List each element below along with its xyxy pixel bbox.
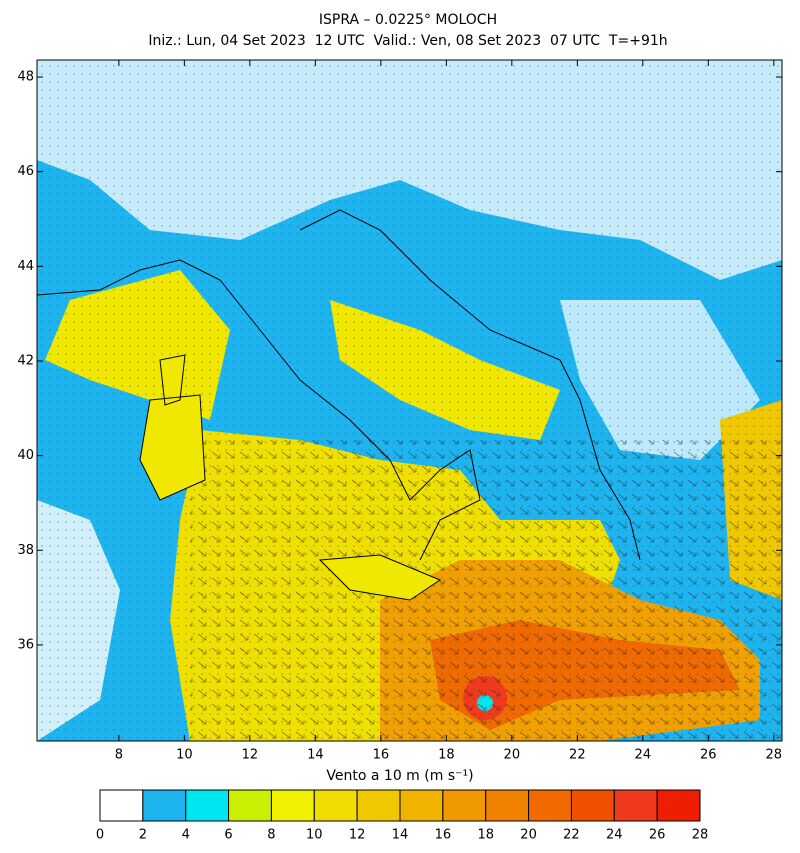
colorbar-tick-label: 0 [96, 828, 104, 843]
x-tick-label: 28 [766, 748, 783, 763]
y-tick-label: 44 [17, 259, 34, 274]
x-tick-label: 14 [307, 748, 324, 763]
y-tick-label: 42 [17, 353, 34, 368]
plot-frame [36, 59, 783, 742]
colorbar-label: Vento a 10 m (m s⁻¹) [326, 768, 473, 784]
colorbar-tick-label: 16 [435, 828, 452, 843]
x-tick-label: 20 [504, 748, 521, 763]
colorbar-box [528, 789, 572, 822]
colorbar-tick-label: 22 [563, 828, 580, 843]
colorbar-box [613, 789, 658, 822]
colorbar-box [228, 789, 272, 822]
colorbar-box [356, 789, 401, 822]
wind-field [37, 60, 782, 741]
colorbar-box [442, 789, 487, 822]
colorbar-tick-label: 12 [349, 828, 366, 843]
colorbar-box [656, 789, 701, 822]
colorbar-box [270, 789, 315, 822]
colorbar-tick-label: 6 [224, 828, 232, 843]
x-tick-label: 22 [569, 748, 586, 763]
colorbar-tick-label: 2 [139, 828, 147, 843]
y-tick-label: 46 [17, 164, 34, 179]
colorbar-tick-label: 8 [267, 828, 275, 843]
x-tick-label: 16 [373, 748, 390, 763]
colorbar-box [185, 789, 230, 822]
colorbar-box [485, 789, 530, 822]
x-tick-label: 26 [700, 748, 717, 763]
colorbar-box [570, 789, 615, 822]
x-tick-label: 24 [635, 748, 652, 763]
x-tick-label: 8 [115, 748, 123, 763]
y-tick-label: 38 [17, 543, 34, 558]
colorbar-box [313, 789, 358, 822]
colorbar-tick-label: 24 [606, 828, 623, 843]
y-tick-label: 48 [17, 70, 34, 85]
colorbar-tick-label: 10 [306, 828, 323, 843]
x-tick-label: 10 [176, 748, 193, 763]
colorbar-tick-label: 18 [477, 828, 494, 843]
colorbar-tick-label: 4 [182, 828, 190, 843]
x-tick-label: 18 [438, 748, 455, 763]
colorbar-box [142, 789, 187, 822]
colorbar-box [399, 789, 444, 822]
colorbar-box [99, 789, 144, 822]
y-tick-label: 36 [17, 637, 34, 652]
colorbar-tick-label: 20 [520, 828, 537, 843]
map-title: ISPRA – 0.0225° MOLOCH [319, 12, 497, 28]
x-tick-label: 12 [242, 748, 259, 763]
map-subtitle: Iniz.: Lun, 04 Set 2023 12 UTC Valid.: V… [148, 33, 667, 49]
colorbar-tick-label: 14 [392, 828, 409, 843]
colorbar-tick-label: 26 [649, 828, 666, 843]
y-tick-label: 40 [17, 448, 34, 463]
colorbar-tick-label: 28 [692, 828, 709, 843]
